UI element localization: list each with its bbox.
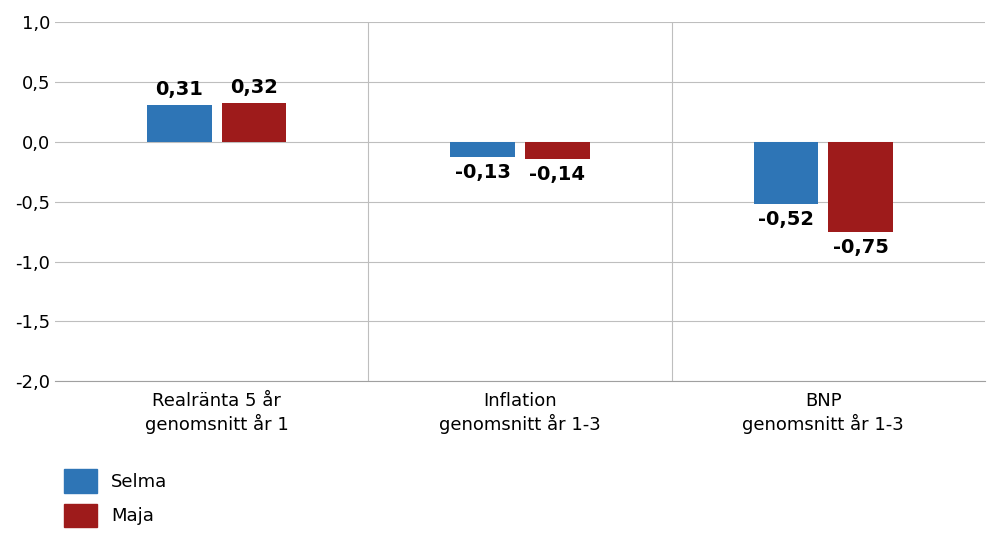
Bar bbox=[828, 142, 893, 232]
Bar bbox=[222, 104, 286, 142]
Text: 0,31: 0,31 bbox=[155, 80, 203, 99]
Legend: Selma, Maja: Selma, Maja bbox=[64, 470, 167, 527]
Bar bbox=[754, 142, 818, 204]
Text: -0,14: -0,14 bbox=[529, 164, 585, 184]
Bar bbox=[525, 142, 590, 159]
Text: 0,32: 0,32 bbox=[230, 79, 278, 97]
Bar bbox=[450, 142, 515, 158]
Bar bbox=[147, 105, 212, 142]
Text: -0,75: -0,75 bbox=[833, 238, 889, 257]
Text: -0,52: -0,52 bbox=[758, 210, 814, 229]
Text: -0,13: -0,13 bbox=[455, 163, 511, 182]
